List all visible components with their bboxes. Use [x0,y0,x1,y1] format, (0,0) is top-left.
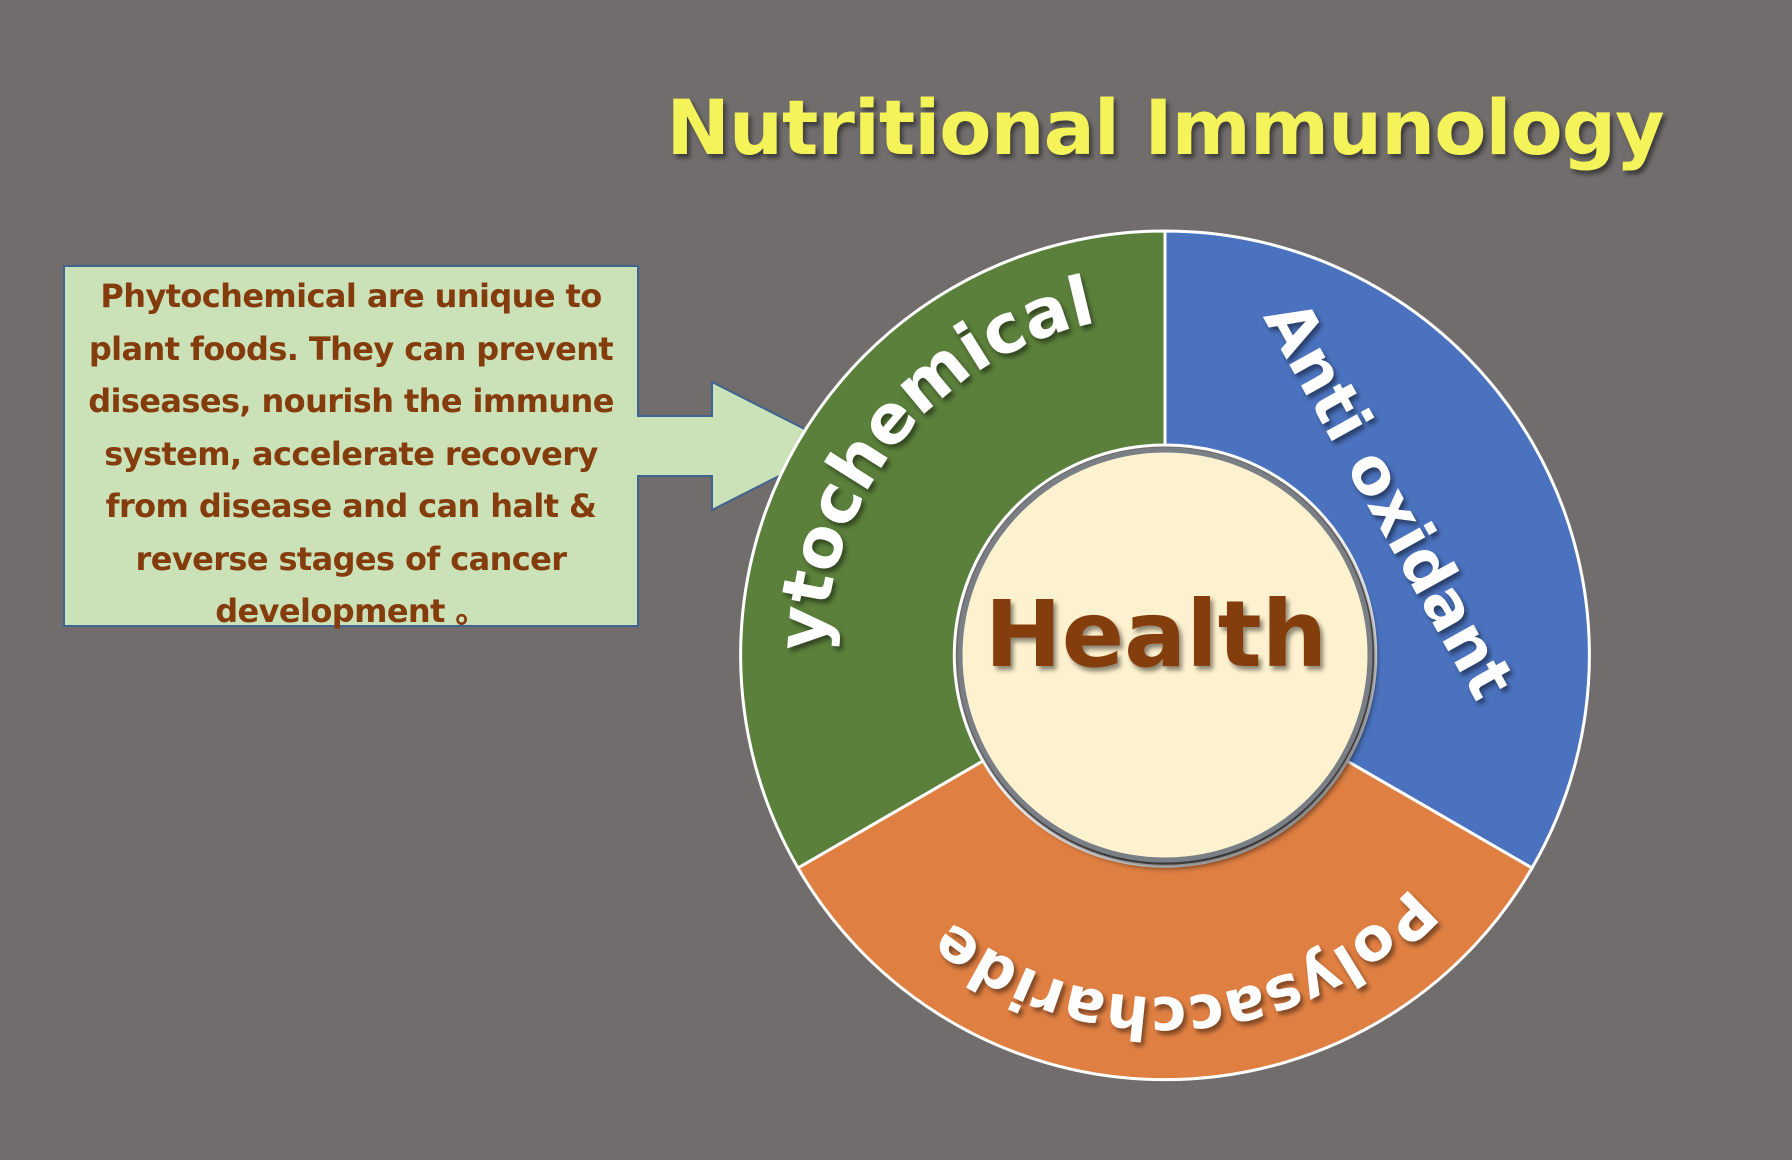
segment-phytochemical [739,229,1167,871]
callout-shape [63,265,841,627]
segment-polysaccharide [795,758,1535,1082]
center-label-health: Health [985,581,1327,688]
callout-text: Phytochemical are unique to plant foods.… [88,277,614,630]
page-title: Nutritional Immunology [666,83,1664,172]
health-hub [957,447,1373,863]
segment-anti-oxidant [1163,229,1591,871]
